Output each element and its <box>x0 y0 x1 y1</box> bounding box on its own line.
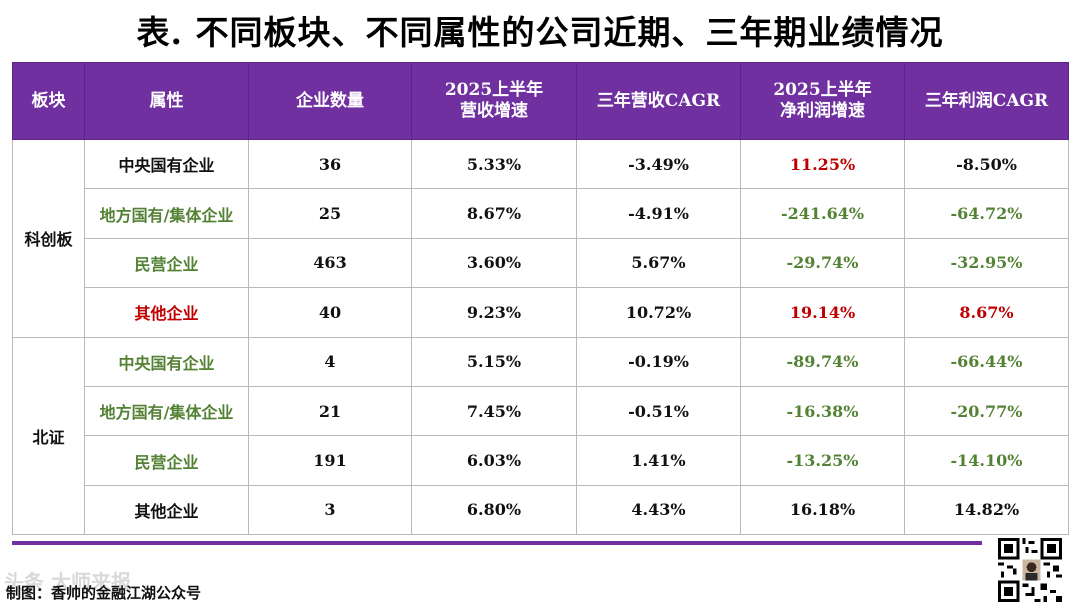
table-header-row: 板块 属性 企业数量 2025上半年 营收增速 三年营收CAGR 2025上半年… <box>12 62 1069 140</box>
revenue-growth-cell: 3.60% <box>411 237 577 289</box>
table-row: 民营企业 463 3.60% 5.67% -29.74% -32.95% <box>13 237 1069 289</box>
profit-growth-cell: 19.14% <box>740 287 905 338</box>
revenue-cagr-cell: -0.51% <box>576 385 741 437</box>
profit-growth-cell: -89.74% <box>740 336 905 387</box>
profit-cagr-cell: -32.95% <box>904 237 1069 289</box>
revenue-cagr-cell: 5.67% <box>576 237 741 289</box>
revenue-cagr-cell: 4.43% <box>576 484 741 536</box>
count-cell: 4 <box>248 336 412 387</box>
profit-growth-cell: -241.64% <box>740 188 905 239</box>
profit-cagr-cell: -8.50% <box>904 138 1069 190</box>
header-rev-cagr: 三年营收CAGR <box>576 62 741 140</box>
header-rev-growth-line1: 2025上半年 <box>444 80 544 100</box>
attribute-cell: 民营企业 <box>84 435 249 486</box>
profit-growth-cell: 16.18% <box>740 484 905 536</box>
revenue-growth-cell: 9.23% <box>411 287 577 338</box>
header-profit-cagr: 三年利润CAGR <box>904 62 1069 140</box>
table-row: 北证 中央国有企业 4 5.15% -0.19% -89.74% -66.44% <box>12 336 1069 536</box>
attribute-cell: 地方国有/集体企业 <box>84 188 249 239</box>
table-body: 科创板 中央国有企业 36 5.33% -3.49% 11.25% -8.50% 地方国有/集… <box>12 138 1069 536</box>
header-profit-growth: 2025上半年 净利润增速 <box>740 62 905 140</box>
profit-growth-cell: -29.74% <box>740 237 905 289</box>
revenue-growth-cell: 5.33% <box>411 138 577 190</box>
revenue-growth-cell: 5.15% <box>411 336 577 387</box>
profit-cagr-cell: 8.67% <box>904 287 1069 338</box>
table-row: 地方国有/集体企业 21 7.45% -0.51% -16.38% -20.77% <box>13 385 1069 437</box>
header-profit-growth-line1: 2025上半年 <box>773 80 872 100</box>
attribute-cell: 其他企业 <box>84 484 249 536</box>
count-cell: 191 <box>248 435 412 486</box>
profit-cagr-cell: -64.72% <box>904 188 1069 239</box>
header-attribute: 属性 <box>84 62 249 140</box>
attribute-cell: 中央国有企业 <box>84 336 249 387</box>
count-cell: 40 <box>248 287 412 338</box>
qr-code-icon <box>998 538 1062 602</box>
table-row: 民营企业 191 6.03% 1.41% -13.25% -14.10% <box>13 435 1069 486</box>
header-count: 企业数量 <box>248 62 412 140</box>
profit-cagr-cell: -20.77% <box>904 385 1069 437</box>
header-rev-growth-line2: 营收增速 <box>460 101 528 121</box>
revenue-growth-cell: 8.67% <box>411 188 577 239</box>
sector-cell: 科创板 <box>12 139 85 338</box>
performance-table: 板块 属性 企业数量 2025上半年 营收增速 三年营收CAGR 2025上半年… <box>12 62 1069 536</box>
count-cell: 463 <box>248 237 412 289</box>
revenue-growth-cell: 6.80% <box>411 484 577 536</box>
page-title: 表. 不同板块、不同属性的公司近期、三年期业绩情况 <box>136 13 944 52</box>
attribute-cell: 地方国有/集体企业 <box>84 385 249 437</box>
table-row: 其他企业 3 6.80% 4.43% 16.18% 14.82% <box>13 484 1069 536</box>
table-row: 地方国有/集体企业 25 8.67% -4.91% -241.64% -64.72% <box>13 188 1069 239</box>
header-profit-growth-line2: 净利润增速 <box>780 101 865 121</box>
profit-cagr-cell: -14.10% <box>904 435 1069 486</box>
attribute-cell: 其他企业 <box>84 287 249 338</box>
table-row: 科创板 中央国有企业 36 5.33% -3.49% 11.25% -8.50% <box>12 138 1069 338</box>
revenue-growth-cell: 7.45% <box>411 385 577 437</box>
attribute-cell: 民营企业 <box>84 237 249 289</box>
attribute-cell: 中央国有企业 <box>84 138 249 190</box>
divider-line <box>12 541 982 545</box>
revenue-growth-cell: 6.03% <box>411 435 577 486</box>
profit-growth-cell: -16.38% <box>740 385 905 437</box>
sector-cell: 北证 <box>12 336 85 536</box>
table-row: 其他企业 40 9.23% 10.72% 19.14% 8.67% <box>13 287 1069 338</box>
header-rev-growth: 2025上半年 营收增速 <box>411 62 577 140</box>
profit-cagr-cell: 14.82% <box>904 484 1069 536</box>
count-cell: 21 <box>248 385 412 437</box>
profit-growth-cell: -13.25% <box>740 435 905 486</box>
profit-growth-cell: 11.25% <box>740 138 905 190</box>
revenue-cagr-cell: -4.91% <box>576 188 741 239</box>
revenue-cagr-cell: 10.72% <box>576 287 741 338</box>
count-cell: 3 <box>248 484 412 536</box>
revenue-cagr-cell: 1.41% <box>576 435 741 486</box>
profit-cagr-cell: -66.44% <box>904 336 1069 387</box>
header-sector: 板块 <box>12 62 85 140</box>
watermark: 头条 大师来报 <box>4 570 131 594</box>
revenue-cagr-cell: -3.49% <box>576 138 741 190</box>
count-cell: 25 <box>248 188 412 239</box>
revenue-cagr-cell: -0.19% <box>576 336 741 387</box>
source-credit: 制图：香帅的金融江湖公众号 <box>6 584 202 602</box>
count-cell: 36 <box>248 138 412 190</box>
